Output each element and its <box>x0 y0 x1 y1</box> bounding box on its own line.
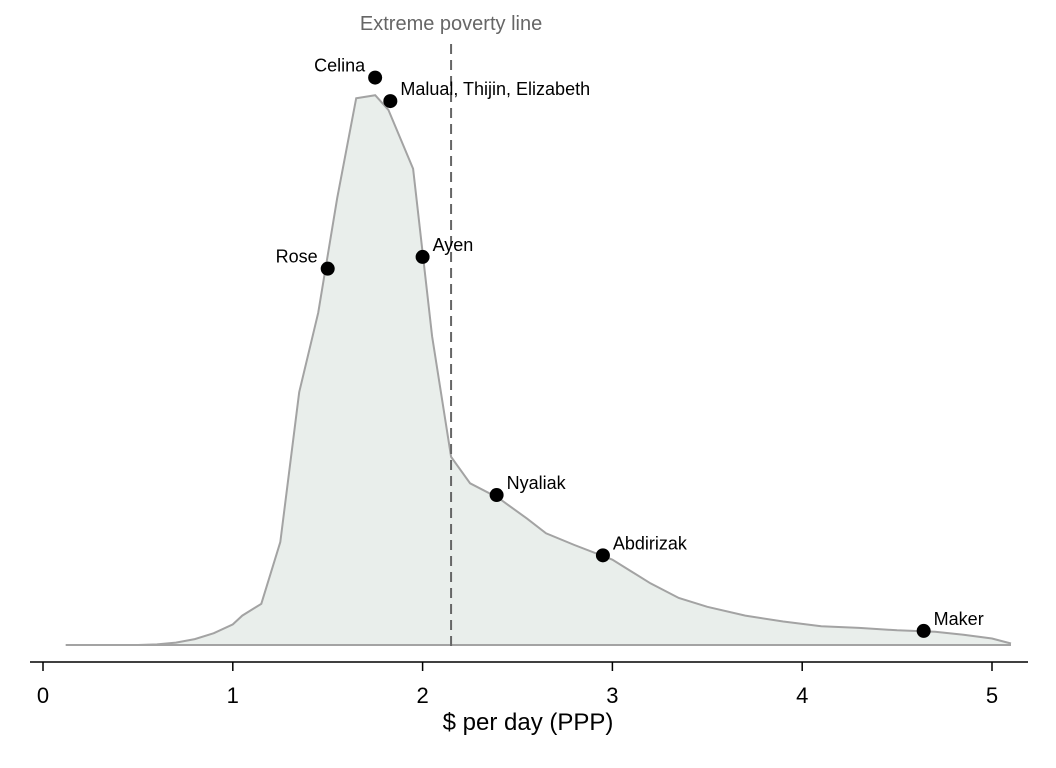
data-point <box>320 261 335 276</box>
data-point <box>368 70 383 85</box>
data-point <box>489 488 504 503</box>
density-area <box>65 95 1012 645</box>
x-tick-label: 0 <box>37 683 49 708</box>
plot-area: Extreme poverty line 0 1 2 3 4 5 Celina Malual, … <box>30 13 1028 708</box>
data-point <box>383 94 398 109</box>
data-point <box>916 623 931 638</box>
x-tick-label: 5 <box>986 683 998 708</box>
data-point <box>415 249 430 264</box>
data-point-label: Rose <box>276 247 318 267</box>
data-point-label: Celina <box>314 56 366 76</box>
x-tick-label: 2 <box>416 683 428 708</box>
data-point-label: Malual, Thijin, Elizabeth <box>400 79 590 99</box>
x-tick-label: 4 <box>796 683 808 708</box>
x-tick-label: 1 <box>227 683 239 708</box>
data-point-label: Maker <box>934 609 984 629</box>
data-point-label: Nyaliak <box>507 473 567 493</box>
data-point-label: Abdirizak <box>613 533 688 553</box>
poverty-line-label: Extreme poverty line <box>360 13 542 35</box>
data-point-label: Ayen <box>433 235 474 255</box>
x-tick-label: 3 <box>606 683 618 708</box>
data-point <box>595 548 610 563</box>
x-axis-title: $ per day (PPP) <box>443 709 614 736</box>
density-line <box>65 94 1012 646</box>
